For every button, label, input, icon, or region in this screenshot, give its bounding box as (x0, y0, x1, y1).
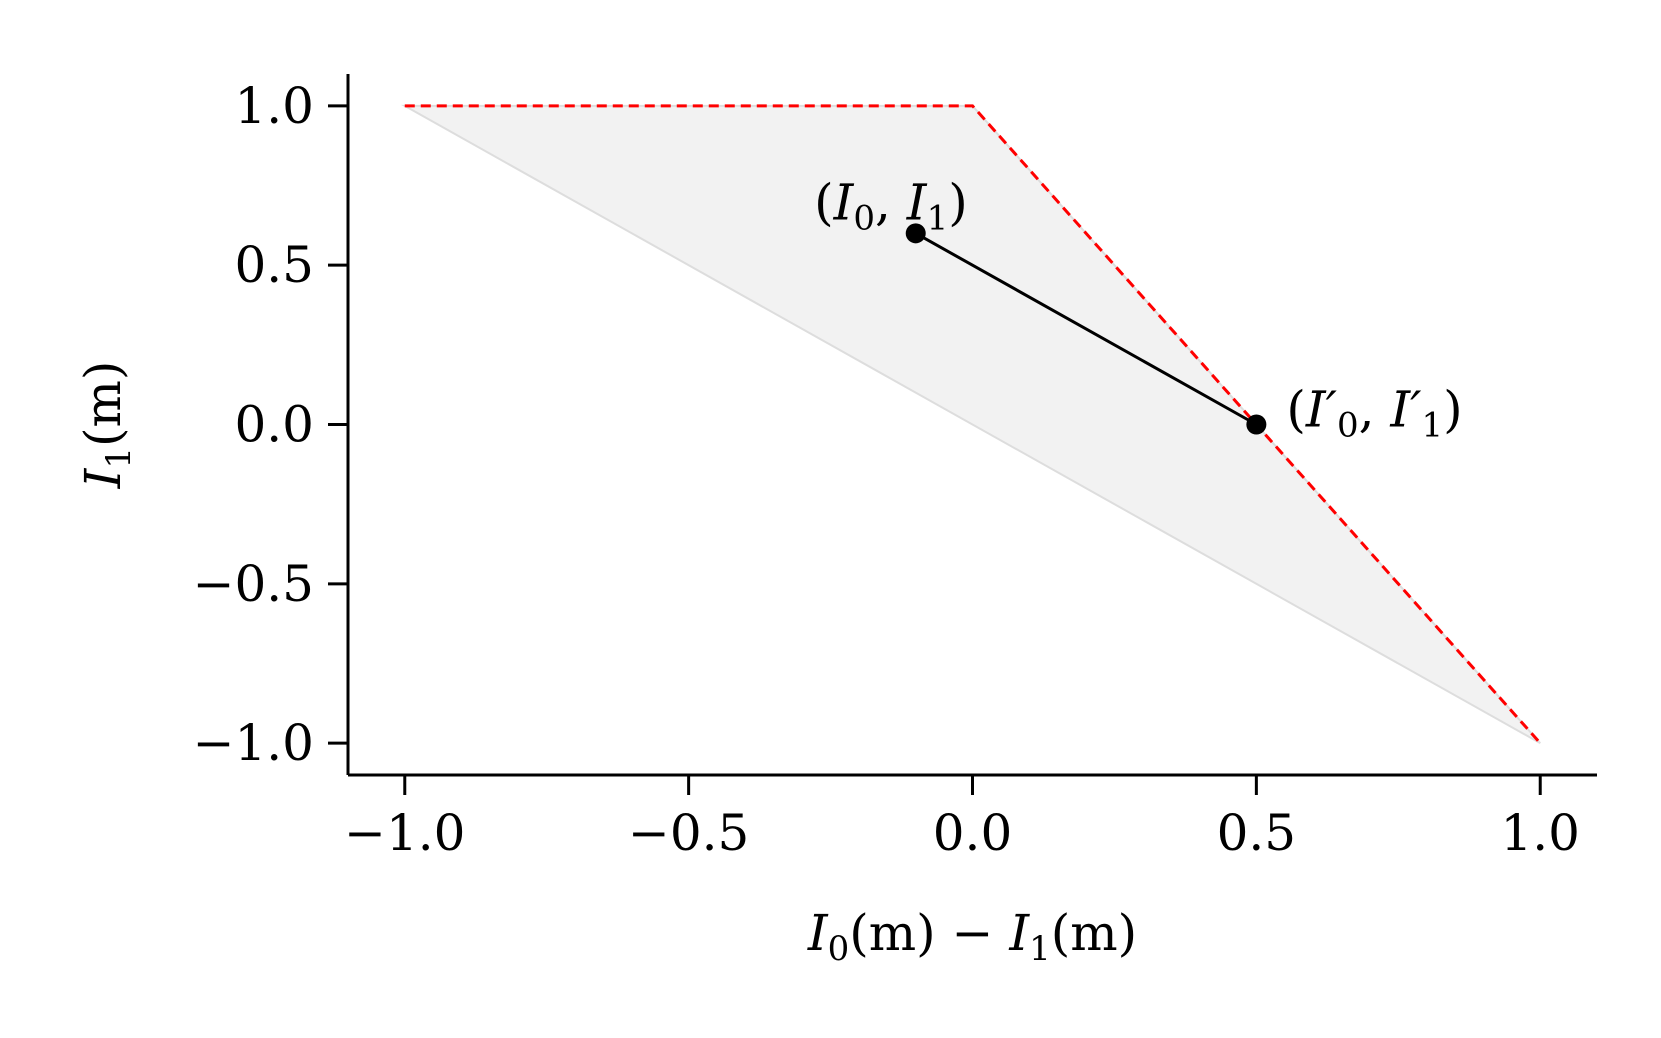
y-ticks: 1.0 0.5 0.0 −0.5 −1.0 (193, 77, 348, 772)
point-i0-i1 (905, 223, 926, 244)
y-tick-label: 0.5 (234, 236, 314, 294)
point-label-i0-i1: (I0, I1) (814, 173, 968, 238)
point-label-i0prime-i1prime: (I′0, I′1) (1286, 381, 1462, 446)
plot-area (400, 104, 1542, 745)
point-i0prime-i1prime (1246, 414, 1267, 435)
y-tick-label: 1.0 (234, 77, 314, 135)
segment-line (914, 232, 1258, 426)
boundary-dashed-line (404, 104, 1542, 745)
y-tick-label: −1.0 (193, 714, 314, 772)
y-tick-label: 0.0 (234, 396, 314, 454)
x-tick-label: −1.0 (344, 804, 465, 862)
x-tick-label: 1.0 (1500, 804, 1580, 862)
x-tick-label: −0.5 (628, 804, 749, 862)
y-axis-label: I1(m) (74, 361, 139, 490)
y-tick-label: −0.5 (193, 555, 314, 613)
x-tick-label: 0.5 (1217, 804, 1297, 862)
x-axis-label: I0(m) − I1(m) (807, 904, 1137, 969)
x-ticks: −1.0 −0.5 0.0 0.5 1.0 (344, 775, 1580, 862)
x-tick-label: 0.0 (933, 804, 1013, 862)
